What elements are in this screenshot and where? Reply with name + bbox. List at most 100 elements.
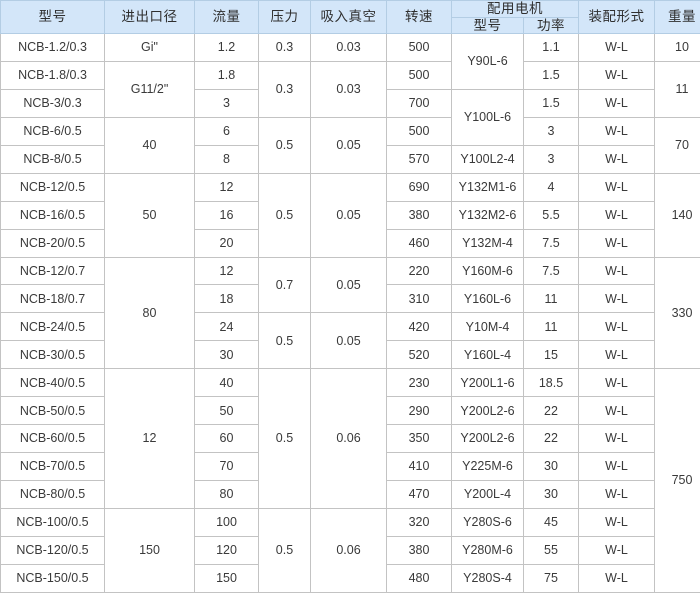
- cell-vacuum: 0.06: [310, 368, 387, 509]
- cell-motor-model: Y132M2-6: [451, 200, 524, 230]
- cell-assembly: W-L: [578, 88, 655, 118]
- cell-flow: 6: [194, 116, 259, 146]
- cell-flow: 50: [194, 396, 259, 426]
- cell-vacuum: 0.05: [310, 116, 387, 174]
- table-header: 型号 进出口径 流量 压力 吸入真空 转速 配用电机 装配形式 重量 外形尺寸 …: [0, 0, 700, 35]
- cell-model: NCB-6/0.5: [0, 116, 105, 146]
- table-row: NCB-16/0.5 16 380 Y132M2-6 5.5 W-L: [0, 200, 700, 230]
- cell-motor-power: 30: [523, 480, 579, 509]
- cell-vacuum: 0.03: [310, 60, 387, 118]
- cell-speed: 380: [386, 200, 452, 230]
- cell-flow: 100: [194, 507, 259, 537]
- cell-motor-model: Y160L-6: [451, 284, 524, 314]
- cell-pressure: 0.5: [258, 507, 311, 593]
- cell-motor-model: Y90L-6: [451, 33, 524, 90]
- cell-speed: 500: [386, 60, 452, 90]
- cell-vacuum: 0.05: [310, 312, 387, 370]
- cell-speed: 230: [386, 368, 452, 398]
- cell-vacuum: 0.03: [310, 33, 387, 62]
- cell-assembly: W-L: [578, 535, 655, 565]
- cell-motor-model: Y132M-4: [451, 228, 524, 258]
- cell-model: NCB-1.2/0.3: [0, 33, 105, 62]
- cell-flow: 80: [194, 480, 259, 509]
- cell-flow: 16: [194, 200, 259, 230]
- cell-model: NCB-100/0.5: [0, 507, 105, 537]
- cell-motor-power: 11: [523, 284, 579, 314]
- cell-assembly: W-L: [578, 144, 655, 174]
- cell-model: NCB-24/0.5: [0, 312, 105, 342]
- header-vacuum: 吸入真空: [310, 0, 387, 35]
- cell-model: NCB-80/0.5: [0, 480, 105, 509]
- cell-model: NCB-3/0.3: [0, 88, 105, 118]
- cell-bore: Gi": [104, 33, 195, 62]
- cell-assembly: W-L: [578, 200, 655, 230]
- cell-pressure: 0.3: [258, 33, 311, 62]
- cell-flow: 70: [194, 452, 259, 482]
- table-row: NCB-100/0.5 150 100 0.5 0.06 320 Y280S-6 45 W-L: [0, 507, 700, 593]
- cell-motor-model: Y280S-6: [451, 507, 524, 537]
- cell-motor-power: 18.5: [523, 368, 579, 398]
- cell-motor-power: 55: [523, 535, 579, 565]
- cell-speed: 310: [386, 284, 452, 314]
- header-row-bottom: 型号 功率: [1, 16, 700, 35]
- cell-speed: 500: [386, 33, 452, 62]
- cell-weight: 140: [654, 172, 700, 258]
- cell-pressure: 0.7: [258, 256, 311, 314]
- cell-motor-power: 1.5: [523, 60, 579, 90]
- table-row: NCB-150/0.5 150 480 Y280S-4 75 W-L: [0, 563, 700, 593]
- cell-motor-model: Y132M1-6: [451, 172, 524, 202]
- cell-pressure: 0.5: [258, 172, 311, 258]
- cell-assembly: W-L: [578, 340, 655, 370]
- header-bore: 进出口径: [104, 0, 195, 35]
- table-body: NCB-1.2/0.3 Gi" 1.2 0.3 0.03 500 Y90L-6 1.1 W-L 1…: [0, 33, 700, 593]
- table-row: NCB-1.8/0.3G11/2"1.80.30.035001.5W-L1125…: [0, 60, 700, 118]
- cell-motor-model: Y200L1-6: [451, 368, 524, 398]
- cell-weight: 70: [654, 116, 700, 174]
- cell-flow: 30: [194, 340, 259, 370]
- cell-assembly: W-L: [578, 396, 655, 426]
- cell-assembly: W-L: [578, 228, 655, 258]
- cell-assembly: W-L: [578, 284, 655, 314]
- cell-motor-model: Y200L2-6: [451, 424, 524, 454]
- cell-speed: 350: [386, 424, 452, 454]
- cell-vacuum: 0.06: [310, 507, 387, 593]
- cell-pressure: 0.3: [258, 60, 311, 118]
- cell-motor-power: 3: [523, 116, 579, 146]
- cell-motor-power: 11: [523, 312, 579, 342]
- table-row: NCB-80/0.5 80 470 Y200L-4 30 W-L: [0, 480, 700, 509]
- cell-motor-power: 75: [523, 563, 579, 593]
- cell-assembly: W-L: [578, 563, 655, 593]
- cell-speed: 570: [386, 144, 452, 174]
- table-row: NCB-12/0.550120.50.05690Y132M1-64W-L1408…: [0, 172, 700, 258]
- cell-assembly: W-L: [578, 312, 655, 342]
- cell-flow: 60: [194, 424, 259, 454]
- cell-flow: 12: [194, 256, 259, 286]
- cell-pressure: 0.5: [258, 116, 311, 174]
- cell-speed: 380: [386, 535, 452, 565]
- cell-flow: 1.2: [194, 33, 259, 62]
- cell-weight: 330: [654, 256, 700, 370]
- table-row: NCB-1.2/0.3 Gi" 1.2 0.3 0.03 500 Y90L-6 1.1 W-L 1…: [0, 33, 700, 90]
- cell-model: NCB-8/0.5: [0, 144, 105, 174]
- cell-model: NCB-40/0.5: [0, 368, 105, 398]
- cell-speed: 690: [386, 172, 452, 202]
- cell-flow: 1.8: [194, 60, 259, 90]
- header-assembly: 装配形式: [578, 0, 655, 35]
- cell-flow: 40: [194, 368, 259, 398]
- cell-model: NCB-1.8/0.3: [0, 60, 105, 90]
- cell-speed: 700: [386, 88, 452, 118]
- cell-weight: 750: [654, 368, 700, 593]
- cell-motor-model: Y280S-4: [451, 563, 524, 593]
- cell-flow: 20: [194, 228, 259, 258]
- cell-motor-model: Y160M-6: [451, 256, 524, 286]
- cell-flow: 8: [194, 144, 259, 174]
- cell-assembly: W-L: [578, 60, 655, 90]
- cell-assembly: W-L: [578, 33, 655, 62]
- cell-motor-power: 1.1: [523, 33, 579, 62]
- cell-speed: 290: [386, 396, 452, 426]
- table-row: NCB-24/0.5 24 0.5 0.05 420 Y10M-4 11 W-L: [0, 312, 700, 370]
- cell-model: NCB-150/0.5: [0, 563, 105, 593]
- cell-assembly: W-L: [578, 424, 655, 454]
